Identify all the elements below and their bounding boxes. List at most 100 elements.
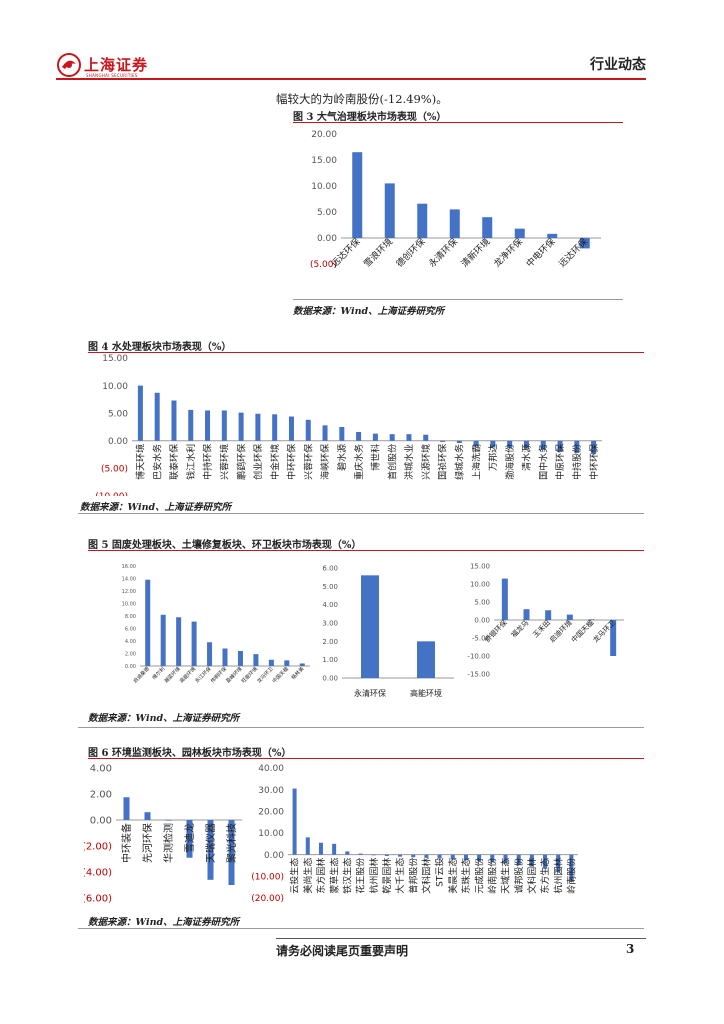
fig4-bar [440,440,446,442]
fig6b-bar [516,854,521,866]
fig3-title-rule [293,122,623,123]
fig5b-ytick-label: 5.00 [322,583,338,591]
fig6b-bar [384,854,389,856]
fig5a-category-label: 格林美 [290,665,306,681]
fig5a-ytick-label: 0.00 [125,664,136,670]
fig5a-ytick-label: 10.00 [122,601,136,607]
fig3-title: 图 3 大气治理板块市场表现（%） [293,112,447,123]
fig6a-ytick-label: 0.00 [90,816,112,827]
fig6a-bar [123,797,130,820]
fig4-bar [507,440,513,448]
fig5b-category-label: 高能环境 [410,688,442,698]
fig6b-bar [305,837,310,855]
fig5c-bar [566,614,573,620]
fig3-bottom-rule [293,299,623,300]
fig4-category-label: 渤海股份 [504,444,516,480]
company-logo: 上海证券 SHANGHAI SECURITIES [56,50,156,80]
section-title: 行业动态 [590,57,646,73]
fig4-category-label: 国中水务 [537,444,549,480]
fig3-bar [449,209,460,238]
fig4-ytick-label: 5.00 [108,409,128,419]
fig4-source: 数据来源：Wind、上海证券研究所 [80,502,232,513]
fig4-category-label: 兴源环境 [420,444,432,480]
fig4-bar [305,419,311,441]
fig4-category-label: 中原环保 [554,444,566,480]
fig5a-ytick-label: 8.00 [125,614,136,620]
fig5-sanitation-chart: 15.0010.005.000.00-5.00-10.00-15.00侨银环保福… [467,562,624,678]
fig6b-ytick-label: 30.00 [258,786,284,796]
fig6b-category-label: 乾景园林 [381,858,393,894]
fig6b-ytick-label: (20.00) [251,894,284,904]
fig5-solid-waste-chart: 0.00 2.00 4.00 6.00 8.00 10.00 12.00 14.00 16.00… [122,564,310,685]
fig6b-bar [332,843,337,855]
fig6b-bar [543,854,548,869]
fig6a-bar [165,820,172,821]
fig3-category-label: 永清环保 [426,236,460,270]
fig5c-bar [523,609,530,620]
fig6b-category-label: 文科园林 [421,858,433,894]
fig6b-bar [450,854,455,860]
fig4-bar [473,440,479,447]
fig5a-ytick-label: 6.00 [125,626,136,632]
fig6b-bar [477,854,482,862]
fig5a-bar [207,642,213,666]
fig3-bar [417,203,428,238]
fig6b-category-label: 天域生态 [500,858,512,894]
fig4-ytick-label: 0.00 [108,437,128,447]
fig5c-bar [588,619,595,620]
fig4-category-label: 博世科 [370,444,382,471]
fig5b-category-label: 永清环保 [354,688,386,698]
fig4-bar [221,410,227,441]
fig5-soil-remediation-chart: 0.00 1.00 2.00 3.00 4.00 5.00 6.00 永清环保 高能环境 [322,564,454,698]
fig6b-bar [569,854,574,882]
fig6b-bar [345,851,350,855]
fig5a-ytick-label: 4.00 [125,639,136,645]
fig6a-category-label: 先河环保 [141,823,154,863]
fig6b-ytick-label: (10.00) [251,872,284,882]
fig6a-bar [228,820,235,885]
intro-text: 幅较大的为岭南股份(-12.49%)。 [276,92,448,106]
fig5a-ytick-label: 16.00 [122,564,136,570]
fig3-category-label: 龙净环保 [491,236,525,270]
fig5a-bar [191,621,197,666]
fig5b-ytick-label: 2.00 [322,638,338,646]
fig6a-ytick-label: (6.00) [84,894,112,905]
fig3-category-label: 雪浪环境 [361,236,395,270]
fig5a-bar [253,654,259,666]
fig3-ytick-label: 20.00 [311,130,337,140]
fig5c-category-label: 福龙马 [509,618,530,639]
fig4-bar [523,440,529,449]
fig4-bar [171,400,177,441]
fig3-bar [352,152,363,238]
fig4-bar [591,440,597,455]
fig4-bar [322,425,328,441]
fig4-bar [406,434,412,441]
fig6b-bar [398,854,403,857]
fig5a-bar [268,659,274,666]
fig5c-ytick-label: -15.00 [467,670,490,678]
fig6b-ytick-label: 10.00 [258,829,284,839]
fig6b-ytick-label: 0.00 [264,851,284,861]
fig4-bar [205,410,211,441]
footer-rule [276,938,646,939]
header-rule [56,78,646,80]
fig4-bar [288,416,294,441]
fig5a-bar [145,579,151,666]
fig4-title-rule [88,352,644,353]
fig4-chart: 15.00 10.00 5.00 0.00 (5.00) (10.00) 博天环境巴安水务联… [95,354,602,496]
fig4-category-label: 中持股份 [571,444,583,480]
fig4-category-label: 兴蓉环境 [218,444,230,480]
fig6b-bar [437,854,442,859]
fig3-category-label: 德创环保 [394,236,428,270]
fig3-category-label: 远达环保 [556,236,590,270]
fig5-bottom-rule [78,727,644,728]
footer-notice: 请务必阅读尾页重要声明 [276,944,409,958]
fig4-category-label: 中金环境 [269,444,281,480]
fig4-category-label: 中环环保 [588,444,600,480]
fig5c-ytick-label: 10.00 [470,580,490,588]
fig4-bar [137,385,143,441]
fig6b-bar [490,854,495,863]
fig6b-category-label: 东珠生态 [460,858,472,894]
fig6b-bar [358,853,363,855]
fig3-chart: 20.00 15.00 10.00 5.00 0.00 (5.00) 远达环保 雪浪环境 德创环… [310,130,601,270]
